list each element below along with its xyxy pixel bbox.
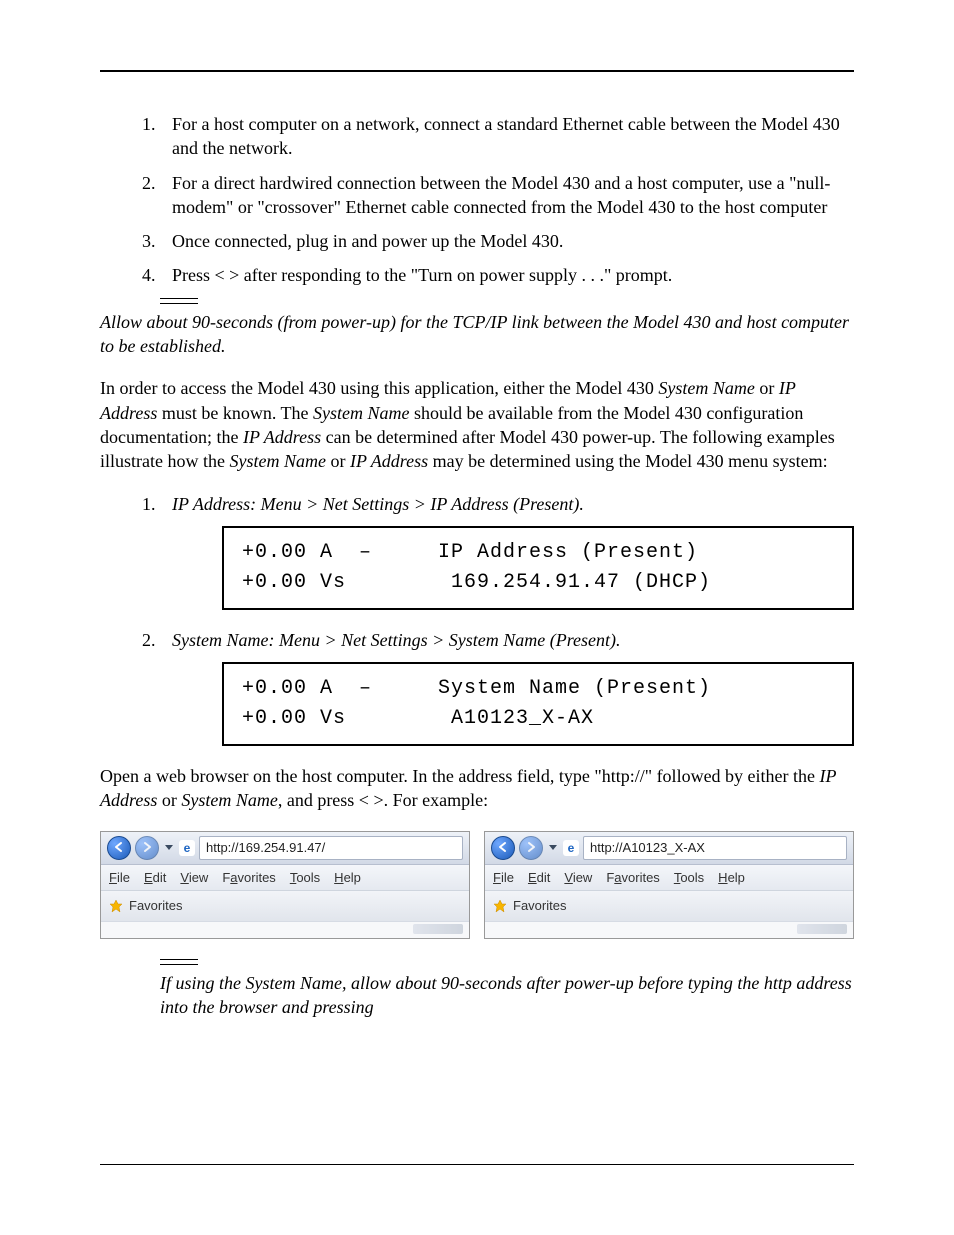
favorites-label[interactable]: Favorites	[513, 897, 566, 915]
menu-bar: File Edit View Favorites Tools Help	[485, 865, 853, 892]
text: : Menu > Net Settings > IP Address (Pres…	[250, 494, 584, 514]
address-bar: e http://169.254.91.47/	[101, 832, 469, 865]
menu-tools[interactable]: Tools	[674, 869, 704, 887]
text: In order to access the Model 430 using t…	[100, 378, 658, 398]
lcd-left: +0.00 Vs	[242, 568, 412, 598]
menu-tools[interactable]: Tools	[290, 869, 320, 887]
lcd-left: +0.00 A –	[242, 674, 412, 704]
url-field[interactable]: http://169.254.91.47/	[199, 836, 463, 860]
menu-help[interactable]: Help	[334, 869, 361, 887]
note-text: Allow about 90-seconds (from power-up) f…	[100, 310, 854, 359]
favorites-bar: Favorites	[101, 891, 469, 921]
forward-button[interactable]	[135, 836, 159, 860]
browser-screenshots: e http://169.254.91.47/ File Edit View F…	[100, 831, 854, 939]
procedure-list-a: For a host computer on a network, connec…	[160, 112, 854, 288]
term-system-name: System Name	[229, 451, 325, 471]
menu-favorites[interactable]: Favorites	[222, 869, 275, 887]
lcd-right: System Name (Present)	[412, 674, 834, 704]
text: or	[755, 378, 779, 398]
list-item: System Name: Menu > Net Settings > Syste…	[160, 628, 854, 746]
menu-file[interactable]: File	[109, 869, 130, 887]
header-rule	[100, 70, 854, 72]
text: , and press < >. For example:	[278, 790, 488, 810]
term-ip-address: IP Address	[350, 451, 428, 471]
lcd-left: +0.00 A –	[242, 538, 412, 568]
browser-window-ip: e http://169.254.91.47/ File Edit View F…	[100, 831, 470, 939]
document-page: For a host computer on a network, connec…	[0, 0, 954, 1235]
note-text: If using the System Name, allow about 90…	[160, 971, 854, 1020]
lcd-display: +0.00 A – IP Address (Present) +0.00 Vs …	[222, 526, 854, 610]
note-marker	[160, 298, 854, 304]
text: must be known. The	[157, 403, 313, 423]
menu-view[interactable]: View	[564, 869, 592, 887]
procedure-list-b: IP Address: Menu > Net Settings > IP Add…	[160, 492, 854, 747]
lcd-right: A10123_X-AX	[412, 704, 834, 734]
footer-rule	[100, 1164, 854, 1165]
menu-favorites[interactable]: Favorites	[606, 869, 659, 887]
list-item: For a host computer on a network, connec…	[160, 112, 854, 161]
text: : Menu > Net Settings > System Name (Pre…	[268, 630, 620, 650]
ie-icon: e	[563, 840, 579, 856]
term-system-name: System Name	[181, 790, 277, 810]
menu-view[interactable]: View	[180, 869, 208, 887]
list-item: Press < > after responding to the "Turn …	[160, 263, 854, 287]
forward-button[interactable]	[519, 836, 543, 860]
url-field[interactable]: http://A10123_X-AX	[583, 836, 847, 860]
star-icon	[109, 899, 123, 913]
browser-window-name: e http://A10123_X-AX File Edit View Favo…	[484, 831, 854, 939]
menu-help[interactable]: Help	[718, 869, 745, 887]
browser-chrome-bottom	[101, 921, 469, 938]
text: or	[157, 790, 181, 810]
ie-icon: e	[179, 840, 195, 856]
list-item: IP Address: Menu > Net Settings > IP Add…	[160, 492, 854, 610]
text: may be determined using the Model 430 me…	[428, 451, 827, 471]
browser-chrome-bottom	[485, 921, 853, 938]
back-button[interactable]	[491, 836, 515, 860]
lcd-right: IP Address (Present)	[412, 538, 834, 568]
term-ip-address: IP Address	[172, 494, 250, 514]
term-system-name: System Name	[313, 403, 409, 423]
lcd-right: 169.254.91.47 (DHCP)	[412, 568, 834, 598]
back-button[interactable]	[107, 836, 131, 860]
text: Open a web browser on the host computer.…	[100, 766, 820, 786]
star-icon	[493, 899, 507, 913]
menu-edit[interactable]: Edit	[144, 869, 166, 887]
history-dropdown-icon[interactable]	[549, 845, 557, 850]
body-paragraph: In order to access the Model 430 using t…	[100, 376, 854, 473]
term-ip-address: IP Address	[243, 427, 321, 447]
lcd-display: +0.00 A – System Name (Present) +0.00 Vs…	[222, 662, 854, 746]
address-bar: e http://A10123_X-AX	[485, 832, 853, 865]
favorites-bar: Favorites	[485, 891, 853, 921]
lcd-left: +0.00 Vs	[242, 704, 412, 734]
list-item: Once connected, plug in and power up the…	[160, 229, 854, 253]
history-dropdown-icon[interactable]	[165, 845, 173, 850]
favorites-label[interactable]: Favorites	[129, 897, 182, 915]
list-item: For a direct hardwired connection betwee…	[160, 171, 854, 220]
text: or	[326, 451, 350, 471]
body-paragraph: Open a web browser on the host computer.…	[100, 764, 854, 813]
note-marker	[160, 959, 854, 965]
menu-bar: File Edit View Favorites Tools Help	[101, 865, 469, 892]
menu-file[interactable]: File	[493, 869, 514, 887]
term-system-name: System Name	[172, 630, 268, 650]
term-system-name: System Name	[658, 378, 754, 398]
menu-edit[interactable]: Edit	[528, 869, 550, 887]
